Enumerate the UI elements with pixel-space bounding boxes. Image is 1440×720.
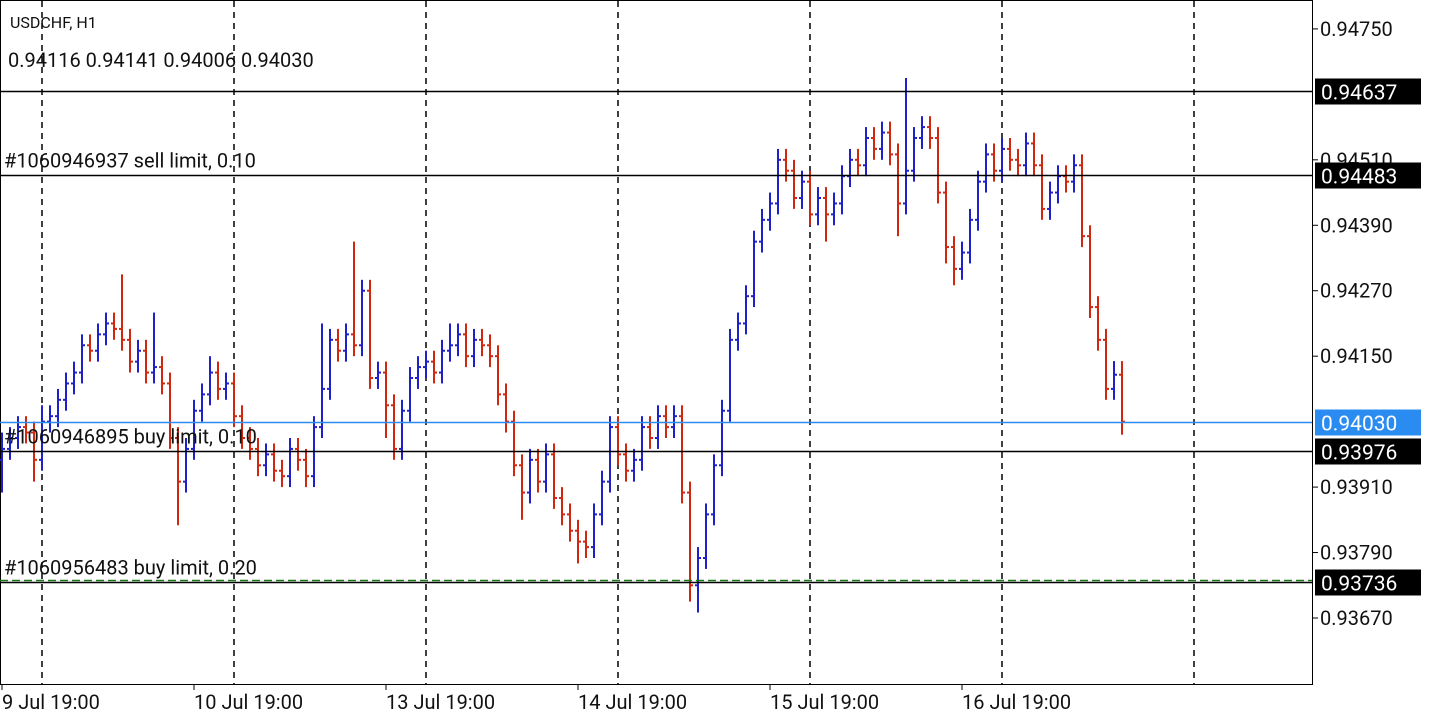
level-label-box — [1315, 409, 1421, 436]
y-tick-label: 0.94750 — [1320, 17, 1393, 41]
x-tick-label: 13 Jul 19:00 — [386, 690, 495, 714]
level-label-box — [1315, 438, 1421, 465]
levels: 0.94637 0.94483 #1060946937 sell limit, 0.… — [0, 78, 1421, 597]
x-tick-label: 10 Jul 19:00 — [194, 690, 303, 714]
level-label-box — [1315, 569, 1421, 596]
x-tick-label: 15 Jul 19:00 — [770, 690, 879, 714]
x-tick-label: 9 Jul 19:00 — [2, 690, 100, 714]
level-label: 0.93736 — [1321, 573, 1397, 597]
day-separators — [41, 1, 1195, 684]
y-tick-label: 0.93910 — [1320, 475, 1393, 499]
level-label: 0.94637 — [1321, 82, 1397, 106]
level-label-box — [1315, 162, 1421, 189]
order-label: #1060946937 sell limit, 0.10 — [4, 149, 256, 173]
symbol-title: USDCHF, H1 — [10, 13, 97, 32]
y-tick-label: 0.94150 — [1320, 344, 1393, 368]
ohlc-readout: 0.94116 0.94141 0.94006 0.94030 — [8, 48, 314, 72]
x-tick-label: 14 Jul 19:00 — [578, 690, 687, 714]
y-tick-label: 0.93670 — [1320, 606, 1393, 630]
x-axis: 9 Jul 19:00 10 Jul 19:00 13 Jul 19:00 14 Ju… — [1, 684, 1071, 714]
price-bars — [0, 78, 1125, 613]
level-label: 0.94030 — [1321, 413, 1397, 437]
level-label-box — [1315, 78, 1421, 105]
order-label: #1060956483 buy limit, 0.20 — [4, 556, 257, 580]
x-tick-label: 16 Jul 19:00 — [962, 690, 1071, 714]
y-axis: 0.947500.945100.943900.942700.941500.939… — [1312, 17, 1393, 630]
level-label: 0.94483 — [1321, 166, 1397, 190]
plot-frame — [0, 0, 1313, 685]
y-tick-label: 0.93790 — [1320, 541, 1393, 565]
order-label: #1060946895 buy limit, 0.10 — [4, 425, 257, 449]
y-tick-label: 0.94390 — [1320, 213, 1393, 237]
y-tick-label: 0.94270 — [1320, 279, 1393, 303]
level-label: 0.93976 — [1321, 442, 1397, 466]
